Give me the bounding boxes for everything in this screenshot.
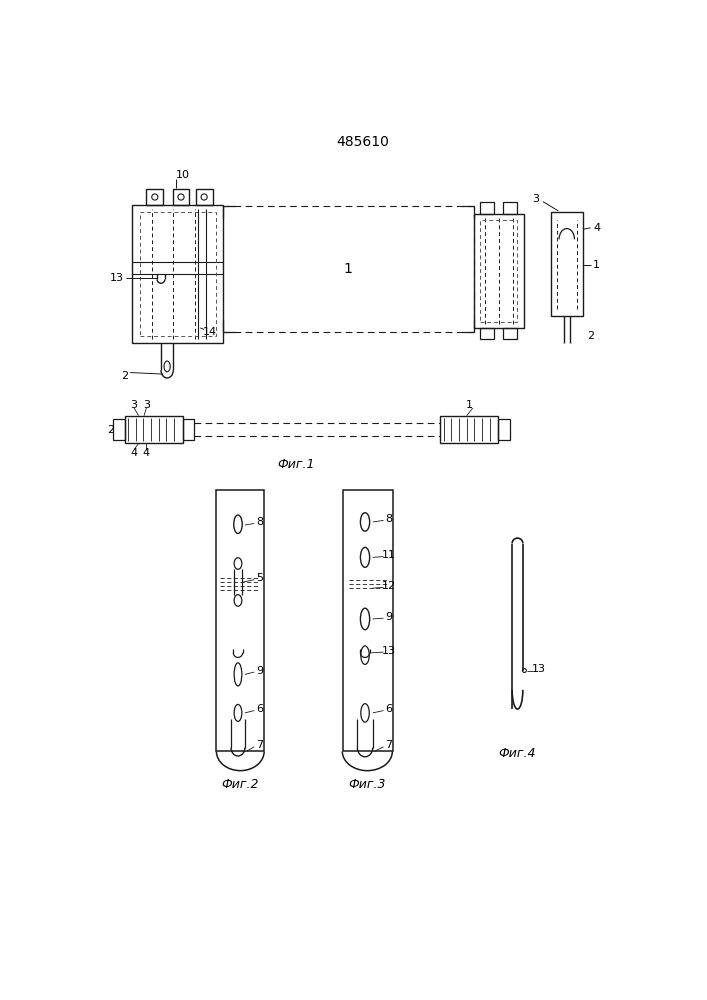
Text: 1: 1 (344, 262, 353, 276)
Bar (132, 205, 223, 343)
Text: 1: 1 (593, 260, 600, 270)
Text: Фиг.3: Фиг.3 (349, 778, 386, 791)
Text: 4: 4 (131, 448, 138, 458)
Bar (140, 212, 216, 336)
Text: 7: 7 (256, 740, 263, 750)
Text: 8: 8 (256, 517, 263, 527)
Text: 11: 11 (382, 550, 396, 560)
Bar (146, 189, 163, 205)
Text: 6: 6 (256, 704, 263, 714)
Text: 12: 12 (382, 581, 396, 591)
Bar (113, 419, 125, 440)
Bar (474, 214, 524, 328)
Text: 3: 3 (532, 194, 539, 204)
Text: 4: 4 (143, 448, 150, 458)
Text: 2: 2 (587, 331, 594, 341)
Bar (503, 202, 517, 214)
Text: Фиг.4: Фиг.4 (498, 747, 536, 760)
Bar (440, 416, 498, 443)
Text: 10: 10 (175, 170, 189, 180)
Bar (173, 189, 189, 205)
Text: 8: 8 (385, 514, 392, 524)
Text: Фиг.2: Фиг.2 (221, 778, 259, 791)
Bar (216, 490, 264, 751)
Bar (480, 202, 493, 214)
Bar (182, 419, 194, 440)
Bar (196, 189, 213, 205)
Text: 5: 5 (256, 573, 263, 583)
Text: 6: 6 (385, 704, 392, 714)
Text: 9: 9 (385, 612, 392, 622)
Text: 9: 9 (256, 666, 263, 676)
Bar (503, 328, 517, 339)
Bar (551, 212, 583, 316)
Bar (125, 416, 182, 443)
Text: 2: 2 (107, 425, 115, 435)
Text: 3: 3 (143, 400, 150, 410)
Text: 13: 13 (382, 646, 396, 656)
Text: 13: 13 (532, 664, 546, 674)
Bar (480, 328, 493, 339)
Text: Фиг.1: Фиг.1 (278, 458, 315, 471)
Bar (498, 419, 510, 440)
Bar (480, 220, 518, 322)
Text: 3: 3 (131, 400, 138, 410)
Text: 2: 2 (121, 371, 129, 381)
Text: 1: 1 (465, 400, 472, 410)
Text: 7: 7 (385, 740, 392, 750)
Text: 13: 13 (110, 273, 124, 283)
Text: 485610: 485610 (337, 135, 389, 149)
Text: 4: 4 (593, 223, 600, 233)
Bar (343, 490, 393, 751)
Text: 14: 14 (202, 327, 216, 337)
